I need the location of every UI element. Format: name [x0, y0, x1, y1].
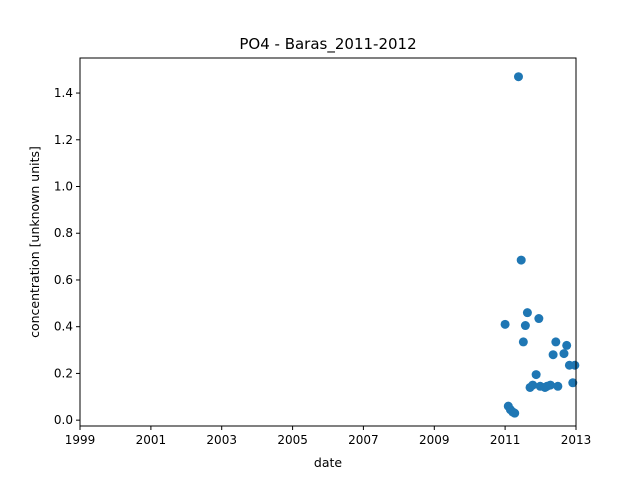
x-tick-label: 2013: [561, 433, 592, 447]
data-point: [500, 319, 510, 329]
x-axis-label: date: [314, 455, 342, 470]
y-tick-label: 1.0: [54, 180, 73, 194]
y-tick-label: 0.0: [54, 413, 73, 427]
y-tick-label: 0.6: [54, 273, 73, 287]
data-point: [528, 380, 538, 390]
plot-area-frame: [79, 57, 577, 427]
data-point: [513, 72, 523, 82]
data-point: [562, 340, 572, 350]
data-point: [559, 349, 569, 359]
data-point: [553, 381, 563, 391]
y-tick-label: 0.4: [54, 320, 73, 334]
data-point: [522, 308, 532, 318]
data-point: [548, 350, 558, 360]
chart-title: PO4 - Baras_2011-2012: [239, 35, 416, 54]
data-point: [568, 378, 578, 388]
data-point: [516, 255, 526, 265]
data-point: [534, 314, 544, 324]
data-point: [545, 380, 555, 390]
data-point: [510, 408, 520, 418]
x-tick-label: 2009: [419, 433, 450, 447]
y-tick-label: 0.2: [54, 366, 73, 380]
x-tick-label: 2003: [206, 433, 237, 447]
axis-ticks: 1999 2001 2003 2005 2007 2009 2011 2013 0.0 0.2 0.…: [54, 86, 591, 447]
data-point: [570, 360, 580, 370]
y-axis-label: concentration [unknown units]: [27, 146, 42, 338]
y-tick-label: 0.8: [54, 226, 73, 240]
data-points: [500, 72, 580, 418]
data-point: [518, 337, 528, 347]
data-point: [520, 321, 530, 331]
data-point: [551, 337, 561, 347]
y-tick-label: 1.4: [54, 86, 73, 100]
x-tick-label: 2007: [348, 433, 379, 447]
data-point: [531, 370, 541, 380]
x-tick-label: 1999: [65, 433, 96, 447]
x-tick-label: 2005: [277, 433, 308, 447]
x-tick-label: 2001: [136, 433, 167, 447]
y-tick-label: 1.2: [54, 133, 73, 147]
x-tick-label: 2011: [490, 433, 521, 447]
